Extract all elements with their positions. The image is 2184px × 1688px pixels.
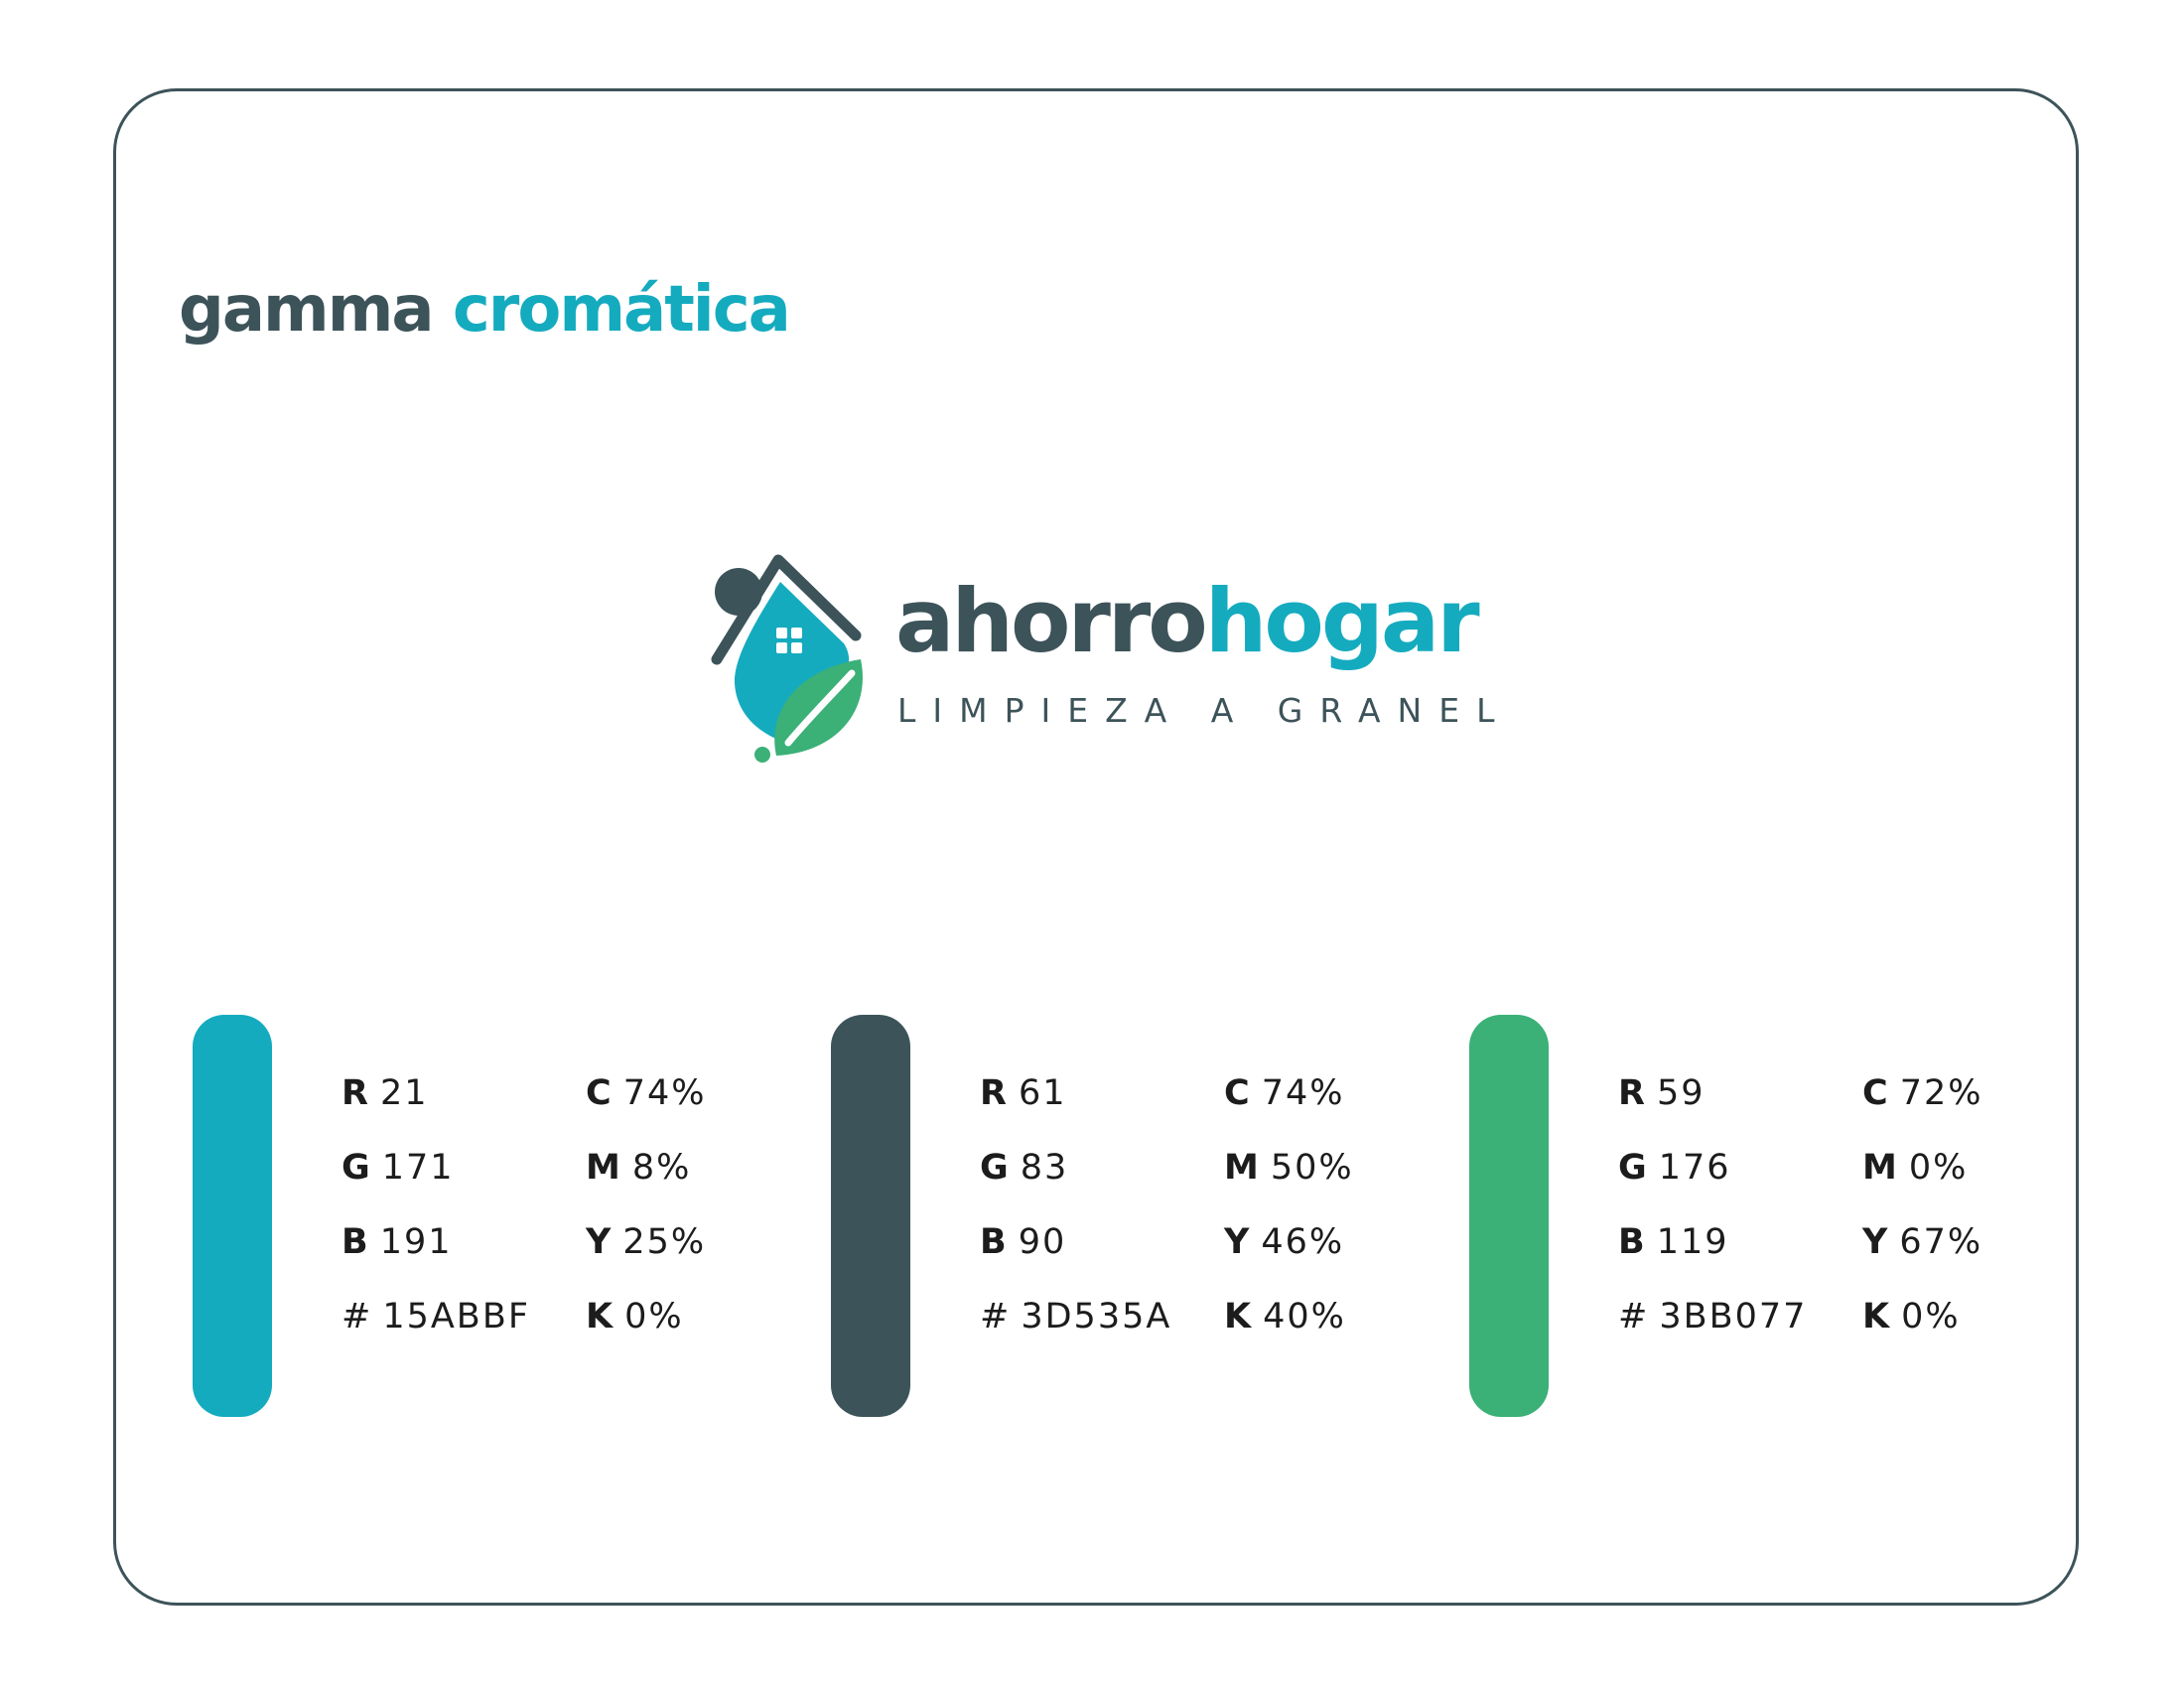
label-r: R [980,1073,1009,1113]
swatch-turquoise: R 21 G 171 B 191 #15ABBF C 74% M 8% Y 25% K 0% [193,1015,749,1417]
value-k: K 0% [586,1300,684,1335]
value-hex: #15ABBF [341,1300,530,1335]
value-hex-code: 3BB077 [1659,1297,1808,1336]
page-frame [113,88,2079,1606]
value-g: G 171 [341,1151,455,1186]
label-k: K [586,1297,615,1336]
value-k: K 40% [1224,1300,1346,1335]
value-c: C 74% [586,1076,706,1111]
value-g: G 176 [1618,1151,1731,1186]
value-c-number: 74% [622,1073,707,1113]
label-g: G [1618,1148,1649,1188]
swatch-green: R 59 G 176 B 119 #3BB077 C 72% M 0% Y 67% K 0% [1469,1015,2025,1417]
label-m: M [586,1148,622,1188]
value-hex-code: 15ABBF [382,1297,530,1336]
value-k-number: 0% [1901,1297,1961,1336]
value-b-number: 90 [1018,1222,1067,1262]
value-r: R 59 [1618,1076,1706,1111]
house-drop-leaf-icon [711,554,863,763]
value-y-number: 46% [1261,1222,1345,1262]
value-g: G 83 [980,1151,1068,1186]
label-m: M [1224,1148,1261,1188]
value-hex: #3D535A [980,1300,1171,1335]
label-k: K [1862,1297,1892,1336]
logo-name-part2: hogar [1204,570,1480,672]
value-m: M 50% [1224,1151,1354,1186]
label-c: C [1224,1073,1252,1113]
label-hex: # [980,1297,1012,1336]
label-b: B [341,1222,370,1262]
value-g-number: 171 [381,1148,455,1188]
value-c-number: 72% [1899,1073,1983,1113]
swatch-color-bar [1469,1015,1549,1417]
value-b: B 90 [980,1225,1066,1260]
value-m-number: 0% [1908,1148,1969,1188]
value-b: B 191 [341,1225,453,1260]
label-c: C [1862,1073,1890,1113]
label-m: M [1862,1148,1899,1188]
value-y: Y 67% [1862,1225,1982,1260]
value-r-number: 59 [1656,1073,1706,1113]
value-r-number: 61 [1018,1073,1067,1113]
label-hex: # [341,1297,373,1336]
value-r-number: 21 [379,1073,429,1113]
logo-name: ahorrohogar [895,578,1480,665]
label-b: B [1618,1222,1647,1262]
value-hex: #3BB077 [1618,1300,1807,1335]
page-title: gamma cromática [179,278,791,342]
value-k: K 0% [1862,1300,1961,1335]
value-m-number: 50% [1270,1148,1354,1188]
value-k-number: 0% [624,1297,684,1336]
value-c: C 74% [1224,1076,1344,1111]
logo-tagline: LIMPIEZA A GRANEL [897,691,1512,730]
label-g: G [980,1148,1011,1188]
value-g-number: 176 [1658,1148,1731,1188]
swatch-dark-slate: R 61 G 83 B 90 #3D535A C 74% M 50% Y 46% K 40% [831,1015,1387,1417]
value-m: M 0% [1862,1151,1968,1186]
value-m-number: 8% [631,1148,692,1188]
swatch-color-bar [193,1015,272,1417]
logo-name-part1: ahorro [895,570,1208,672]
value-y: Y 25% [586,1225,706,1260]
value-b: B 119 [1618,1225,1729,1260]
label-r: R [341,1073,370,1113]
value-m: M 8% [586,1151,691,1186]
value-y-number: 67% [1899,1222,1983,1262]
label-b: B [980,1222,1009,1262]
label-y: Y [1862,1222,1890,1262]
label-y: Y [586,1222,614,1262]
value-hex-code: 3D535A [1021,1297,1172,1336]
value-r: R 61 [980,1076,1067,1111]
swatch-color-bar [831,1015,910,1417]
value-y: Y 46% [1224,1225,1344,1260]
label-c: C [586,1073,614,1113]
value-c-number: 74% [1261,1073,1345,1113]
value-b-number: 191 [379,1222,453,1262]
value-g-number: 83 [1020,1148,1069,1188]
label-y: Y [1224,1222,1252,1262]
label-r: R [1618,1073,1647,1113]
value-b-number: 119 [1656,1222,1729,1262]
label-g: G [341,1148,372,1188]
value-k-number: 40% [1263,1297,1346,1336]
value-r: R 21 [341,1076,429,1111]
page-title-part2: cromática [452,273,791,347]
value-y-number: 25% [622,1222,707,1262]
label-k: K [1224,1297,1254,1336]
page-title-part1: gamma [179,273,435,347]
brand-logo: ahorrohogar LIMPIEZA A GRANEL [707,552,1501,771]
label-hex: # [1618,1297,1650,1336]
value-c: C 72% [1862,1076,1982,1111]
